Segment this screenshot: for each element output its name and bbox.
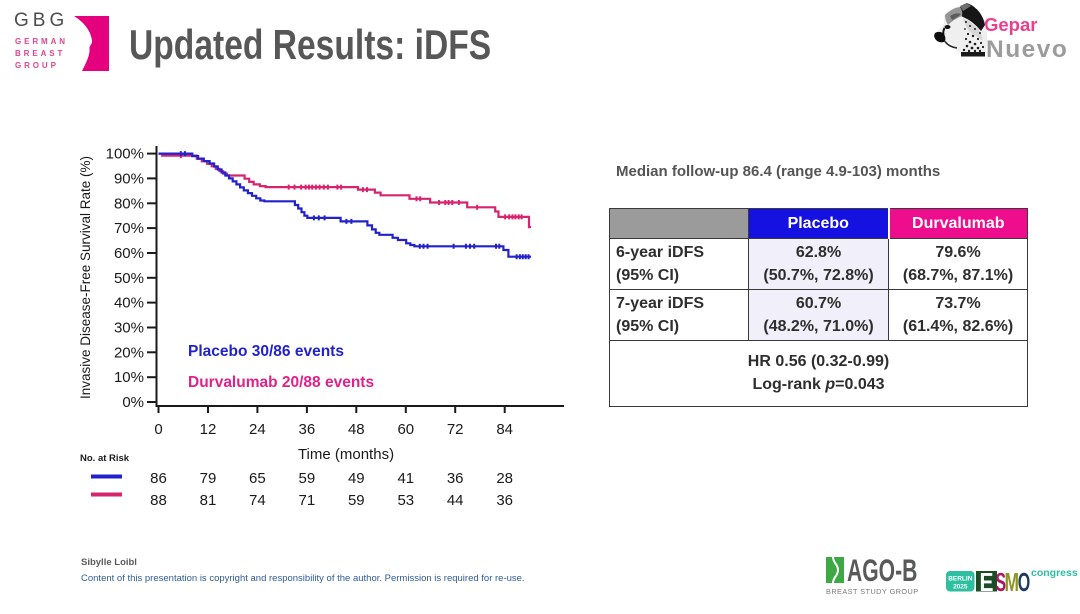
svg-text:88: 88 xyxy=(150,492,167,509)
svg-text:72: 72 xyxy=(447,421,464,438)
svg-text:20%: 20% xyxy=(114,344,144,361)
svg-text:0: 0 xyxy=(154,421,162,438)
svg-text:71: 71 xyxy=(299,492,316,509)
svg-text:36: 36 xyxy=(299,421,316,438)
svg-text:O: O xyxy=(1018,567,1030,597)
svg-text:10%: 10% xyxy=(114,369,144,386)
svg-text:80%: 80% xyxy=(114,195,144,212)
svg-text:65: 65 xyxy=(249,470,266,487)
svg-text:59: 59 xyxy=(299,470,316,487)
svg-text:24: 24 xyxy=(249,421,266,438)
svg-text:M: M xyxy=(1005,567,1020,597)
svg-text:BERLIN: BERLIN xyxy=(948,576,973,583)
svg-text:36: 36 xyxy=(447,470,464,487)
svg-text:84: 84 xyxy=(496,421,513,438)
svg-text:0%: 0% xyxy=(122,394,144,411)
svg-text:79: 79 xyxy=(200,470,217,487)
svg-text:44: 44 xyxy=(447,492,464,509)
svg-text:53: 53 xyxy=(397,492,414,509)
svg-text:40%: 40% xyxy=(114,295,144,312)
svg-text:70%: 70% xyxy=(114,220,144,237)
svg-text:74: 74 xyxy=(249,492,266,509)
svg-text:100%: 100% xyxy=(106,146,144,163)
svg-text:Time (months): Time (months) xyxy=(298,446,394,463)
svg-text:86: 86 xyxy=(150,470,167,487)
svg-text:2025: 2025 xyxy=(953,584,968,591)
svg-text:50%: 50% xyxy=(114,270,144,287)
svg-text:E: E xyxy=(980,567,994,597)
svg-text:Placebo 30/86 events: Placebo 30/86 events xyxy=(188,343,344,360)
svg-text:No. at Risk: No. at Risk xyxy=(80,453,130,464)
svg-text:congress: congress xyxy=(1031,567,1078,579)
svg-text:60: 60 xyxy=(397,421,414,438)
svg-text:41: 41 xyxy=(397,470,414,487)
svg-text:48: 48 xyxy=(348,421,365,438)
svg-text:28: 28 xyxy=(496,470,513,487)
svg-text:30%: 30% xyxy=(114,320,144,337)
svg-text:59: 59 xyxy=(348,492,365,509)
svg-text:S: S xyxy=(996,567,1007,597)
svg-text:60%: 60% xyxy=(114,245,144,262)
svg-text:Invasive Disease-Free Survival: Invasive Disease-Free Survival Rate (%) xyxy=(78,156,93,399)
svg-text:36: 36 xyxy=(496,492,513,509)
svg-text:49: 49 xyxy=(348,470,365,487)
svg-text:81: 81 xyxy=(200,492,217,509)
svg-text:12: 12 xyxy=(200,421,217,438)
svg-text:90%: 90% xyxy=(114,170,144,187)
svg-text:Durvalumab 20/88 events: Durvalumab 20/88 events xyxy=(188,374,374,391)
